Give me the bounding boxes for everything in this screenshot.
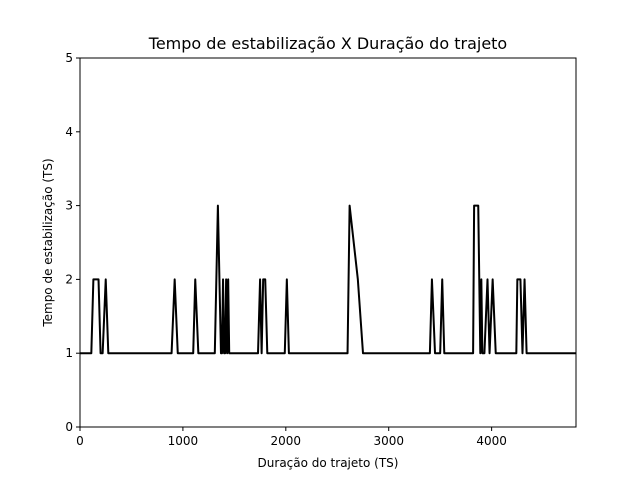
x-axis-label: Duração do trajeto (TS) [258,456,399,470]
chart-title: Tempo de estabilização X Duração do traj… [148,34,507,53]
x-tick-label: 1000 [168,434,199,448]
y-tick-label: 4 [65,125,73,139]
plot-frame [79,57,577,428]
y-axis-label: Tempo de estabilização (TS) [41,158,55,327]
x-tick-label: 3000 [373,434,404,448]
x-tick-label: 2000 [271,434,302,448]
y-tick-label: 3 [65,199,73,213]
x-axis: 0 1000 2000 3000 4000 [76,427,507,448]
y-axis: 0 1 2 3 4 5 [65,51,80,434]
x-tick-label: 4000 [476,434,507,448]
series-line [80,204,576,355]
y-tick-label: 1 [65,346,73,360]
y-tick-label: 0 [65,420,73,434]
plot-area [79,57,577,428]
y-tick-label: 2 [65,272,73,286]
y-tick-label: 5 [65,51,73,65]
x-tick-label: 0 [76,434,84,448]
